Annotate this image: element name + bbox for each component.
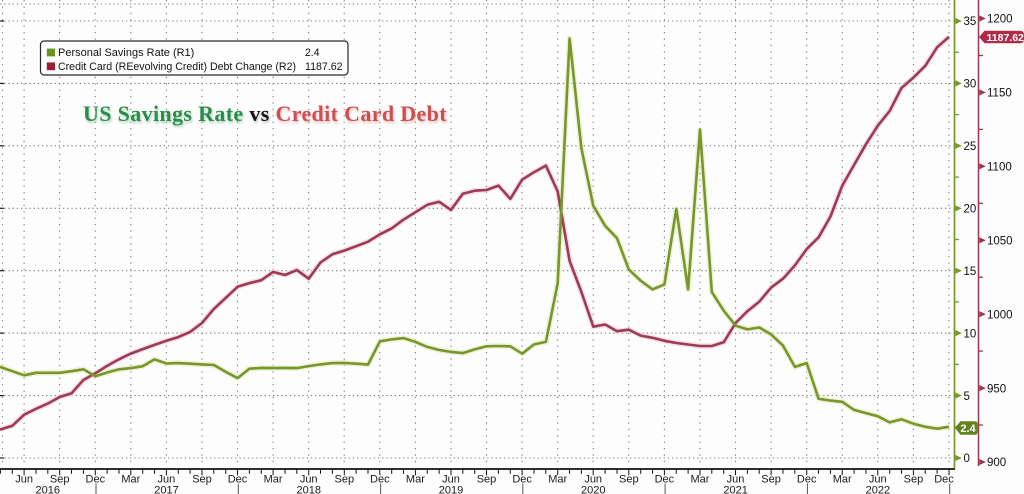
svg-text:Dec: Dec bbox=[86, 474, 106, 486]
svg-text:Mar: Mar bbox=[121, 474, 140, 486]
svg-text:2.4: 2.4 bbox=[960, 423, 976, 435]
svg-text:1100: 1100 bbox=[987, 162, 1012, 174]
svg-text:2017: 2017 bbox=[154, 485, 178, 494]
svg-text:2022: 2022 bbox=[866, 485, 890, 494]
svg-text:10: 10 bbox=[964, 328, 977, 340]
svg-text:1000: 1000 bbox=[987, 309, 1013, 321]
svg-text:Credit Card (REevolving Credit: Credit Card (REevolving Credit) Debt Cha… bbox=[58, 61, 296, 73]
svg-text:Dec: Dec bbox=[655, 474, 675, 486]
svg-text:0: 0 bbox=[964, 453, 970, 465]
svg-text:2019: 2019 bbox=[439, 485, 463, 494]
svg-text:900: 900 bbox=[987, 457, 1006, 469]
svg-text:2.4: 2.4 bbox=[305, 47, 320, 59]
svg-text:2021: 2021 bbox=[723, 485, 747, 494]
svg-text:1187.62: 1187.62 bbox=[305, 61, 343, 73]
svg-text:1200: 1200 bbox=[987, 14, 1013, 26]
svg-text:Sep: Sep bbox=[761, 474, 781, 486]
svg-text:2016: 2016 bbox=[36, 485, 60, 494]
svg-text:Mar: Mar bbox=[548, 474, 567, 486]
svg-text:Sep: Sep bbox=[335, 474, 355, 486]
svg-text:1050: 1050 bbox=[987, 236, 1013, 248]
svg-text:950: 950 bbox=[987, 383, 1006, 395]
svg-text:Personal Savings Rate (R1): Personal Savings Rate (R1) bbox=[58, 47, 194, 59]
svg-text:Dec: Dec bbox=[228, 474, 248, 486]
svg-text:Sep: Sep bbox=[904, 474, 924, 486]
svg-text:25: 25 bbox=[964, 141, 977, 153]
svg-text:Mar: Mar bbox=[833, 474, 852, 486]
svg-text:20: 20 bbox=[964, 204, 977, 216]
svg-text:2020: 2020 bbox=[581, 485, 605, 494]
svg-text:15: 15 bbox=[964, 266, 977, 278]
svg-text:30: 30 bbox=[964, 79, 977, 91]
svg-text:Dec: Dec bbox=[797, 474, 817, 486]
svg-text:Jun: Jun bbox=[727, 474, 745, 486]
svg-text:Jun: Jun bbox=[442, 474, 460, 486]
svg-text:Dec: Dec bbox=[512, 474, 532, 486]
svg-text:Jun: Jun bbox=[584, 474, 602, 486]
svg-text:Sep: Sep bbox=[192, 474, 212, 486]
svg-text:Sep: Sep bbox=[50, 474, 70, 486]
svg-text:Mar: Mar bbox=[406, 474, 425, 486]
svg-text:Jun: Jun bbox=[158, 474, 176, 486]
svg-text:Sep: Sep bbox=[619, 474, 639, 486]
svg-text:Jun: Jun bbox=[869, 474, 887, 486]
svg-text:Dec: Dec bbox=[934, 474, 954, 486]
svg-text:Jun: Jun bbox=[300, 474, 318, 486]
svg-text:5: 5 bbox=[964, 391, 970, 403]
svg-text:2018: 2018 bbox=[297, 485, 321, 494]
svg-text:Sep: Sep bbox=[477, 474, 497, 486]
svg-text:1187.62: 1187.62 bbox=[987, 32, 1024, 44]
svg-text:35: 35 bbox=[964, 16, 977, 28]
svg-text:1150: 1150 bbox=[987, 88, 1012, 100]
svg-text:Jun: Jun bbox=[15, 474, 33, 486]
svg-text:Dec: Dec bbox=[370, 474, 390, 486]
svg-text:Mar: Mar bbox=[691, 474, 710, 486]
svg-text:Mar: Mar bbox=[264, 474, 283, 486]
